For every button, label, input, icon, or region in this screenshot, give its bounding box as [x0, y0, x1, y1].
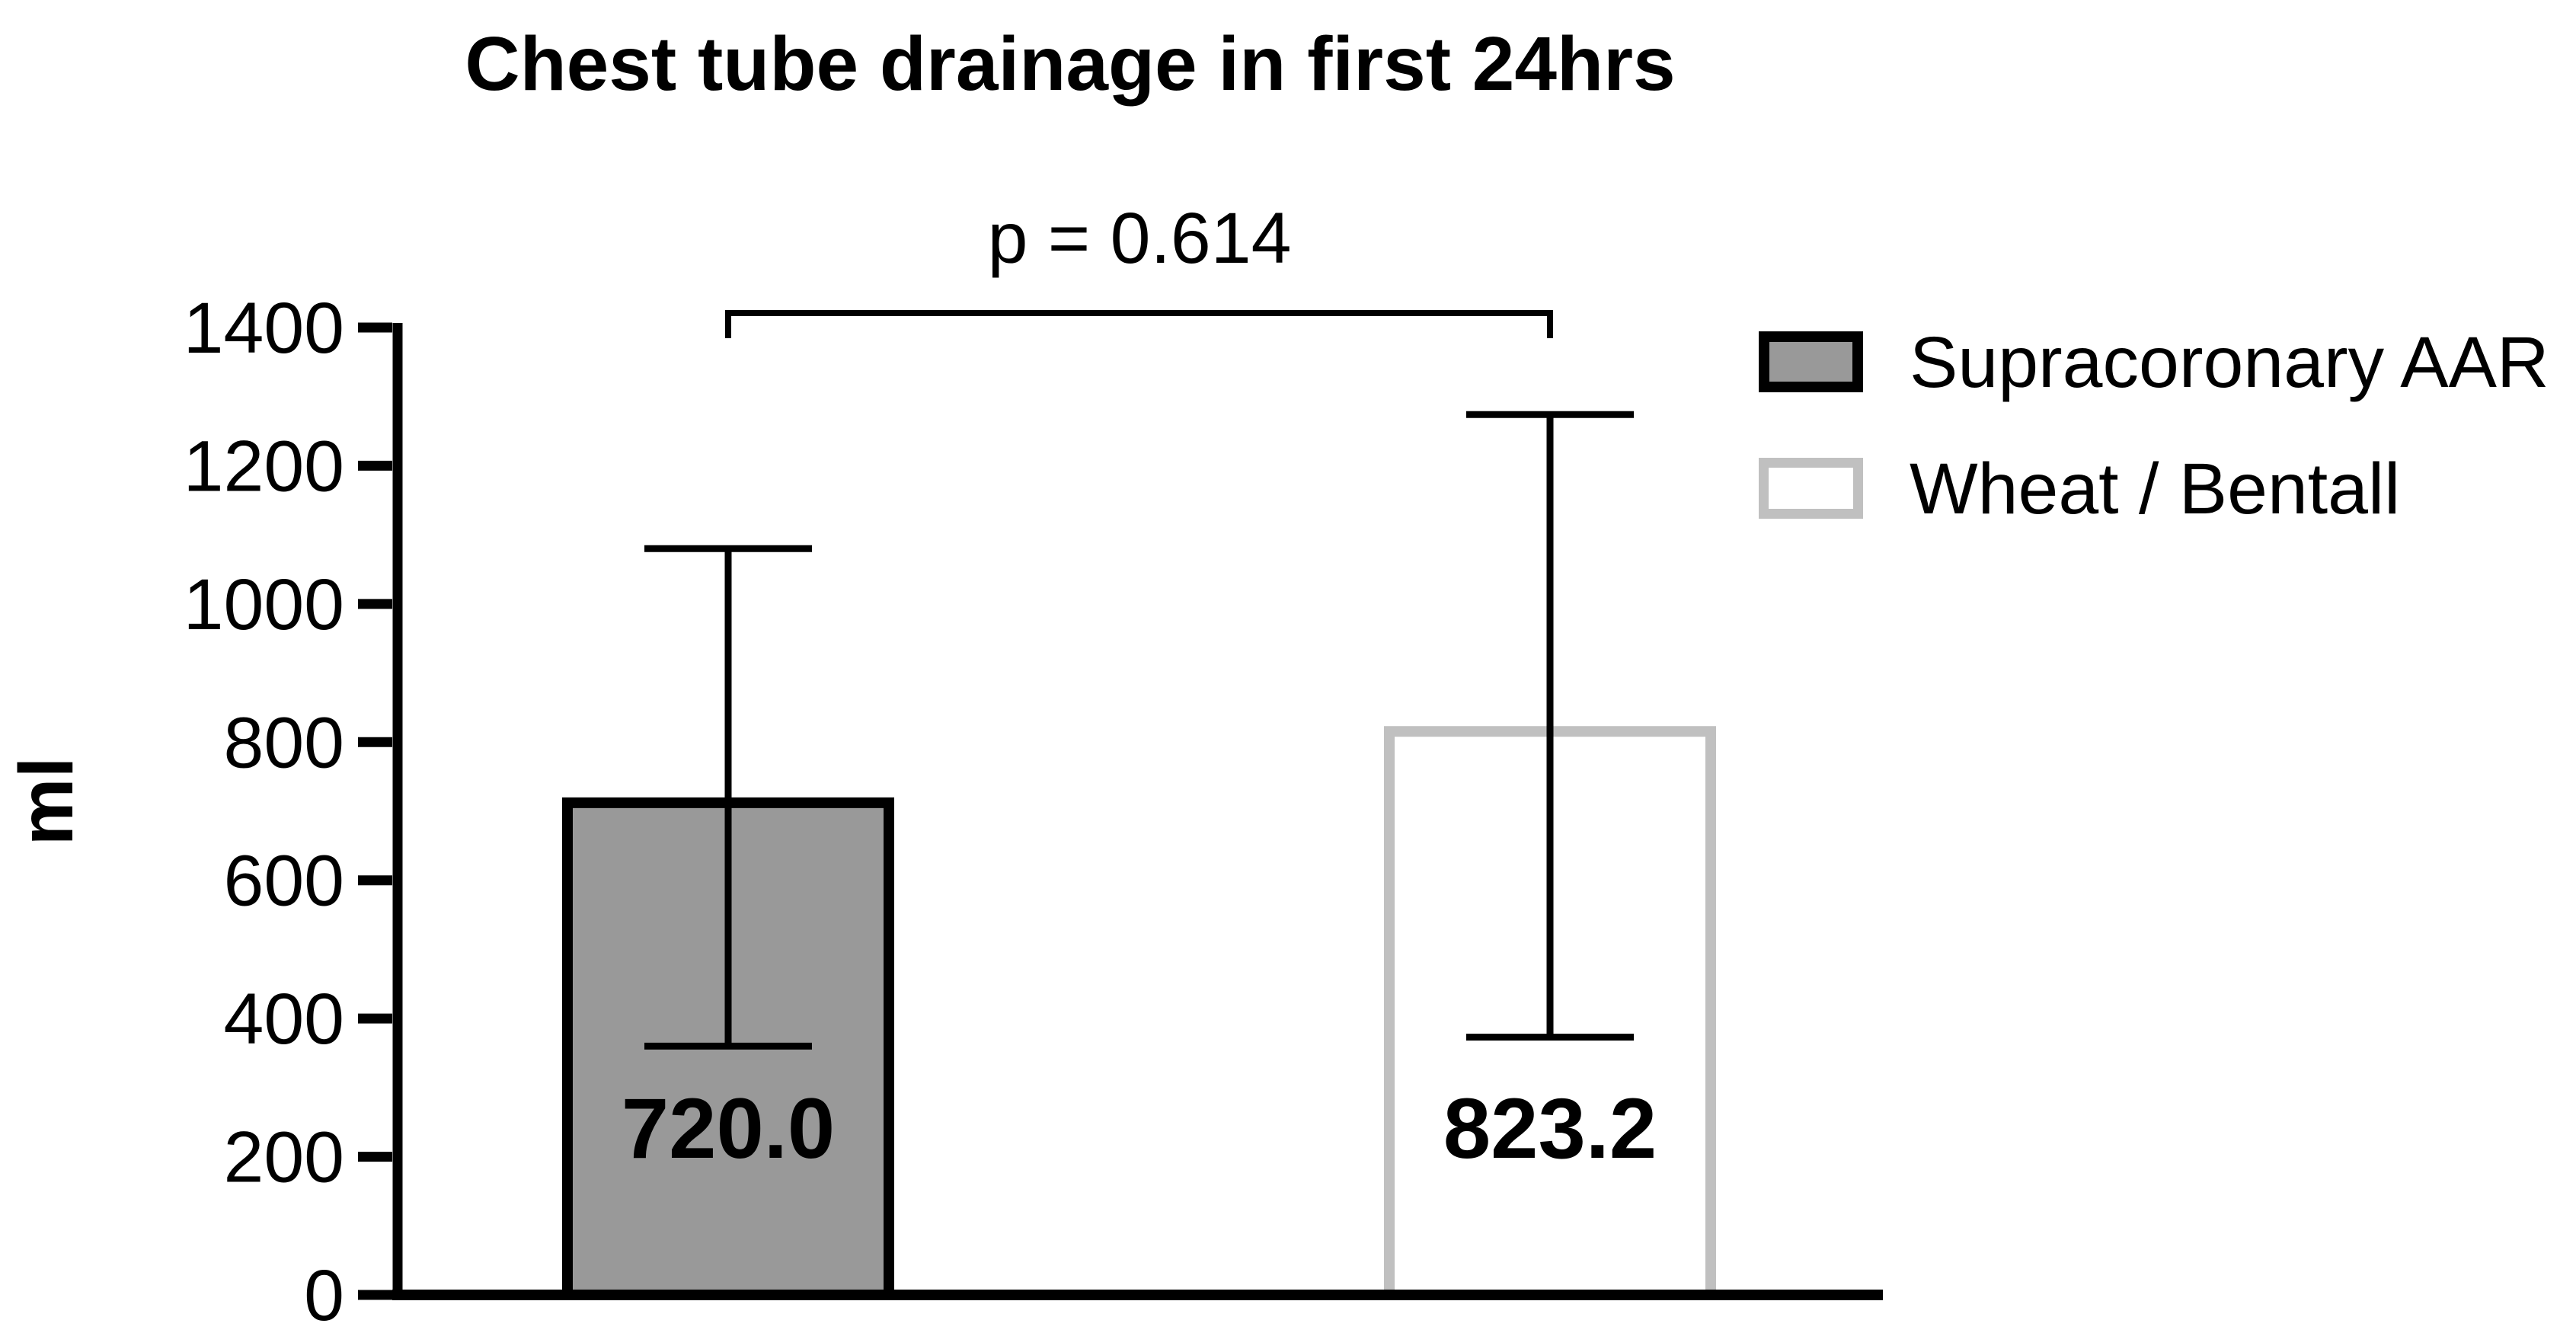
- legend-label-1: Supracoronary AAR: [1910, 322, 2549, 403]
- chart-title: Chest tube drainage in first 24hrs: [465, 21, 1675, 107]
- significance-bracket: [725, 310, 1553, 338]
- value-labels-layer: 720.0 823.2: [622, 1081, 1657, 1176]
- legend: Supracoronary AAR Wheat / Bentall: [1759, 322, 2549, 529]
- legend-swatch-2: [1759, 458, 1863, 519]
- bars-layer: [562, 726, 1716, 1301]
- bar-value-label: 823.2: [1443, 1081, 1657, 1176]
- bar-value-label: 720.0: [622, 1081, 835, 1176]
- y-tick-label: 600: [223, 841, 344, 922]
- legend-label-2: Wheat / Bentall: [1910, 449, 2400, 529]
- significance-bracket-group: p = 0.614: [725, 198, 1553, 338]
- y-tick-label: 200: [223, 1117, 344, 1198]
- y-tick-label: 1200: [184, 426, 344, 507]
- y-axis-title: ml: [4, 757, 89, 846]
- legend-swatch-1: [1759, 331, 1863, 392]
- y-tick-labels-layer: 0 200 400 600 800 1000 1200 1400: [184, 288, 344, 1333]
- axes: 0 200 400 600 800 1000 1200 1400: [184, 288, 1883, 1333]
- y-tick-label: 400: [223, 979, 344, 1060]
- y-ticks-layer: [358, 322, 392, 1300]
- y-tick-label: 800: [223, 702, 344, 783]
- error-bars-layer: [644, 411, 1634, 1050]
- y-tick-label: 1000: [184, 564, 344, 645]
- p-value-label: p = 0.614: [988, 198, 1292, 279]
- y-tick-label: 0: [304, 1255, 344, 1333]
- y-tick-label: 1400: [184, 288, 344, 369]
